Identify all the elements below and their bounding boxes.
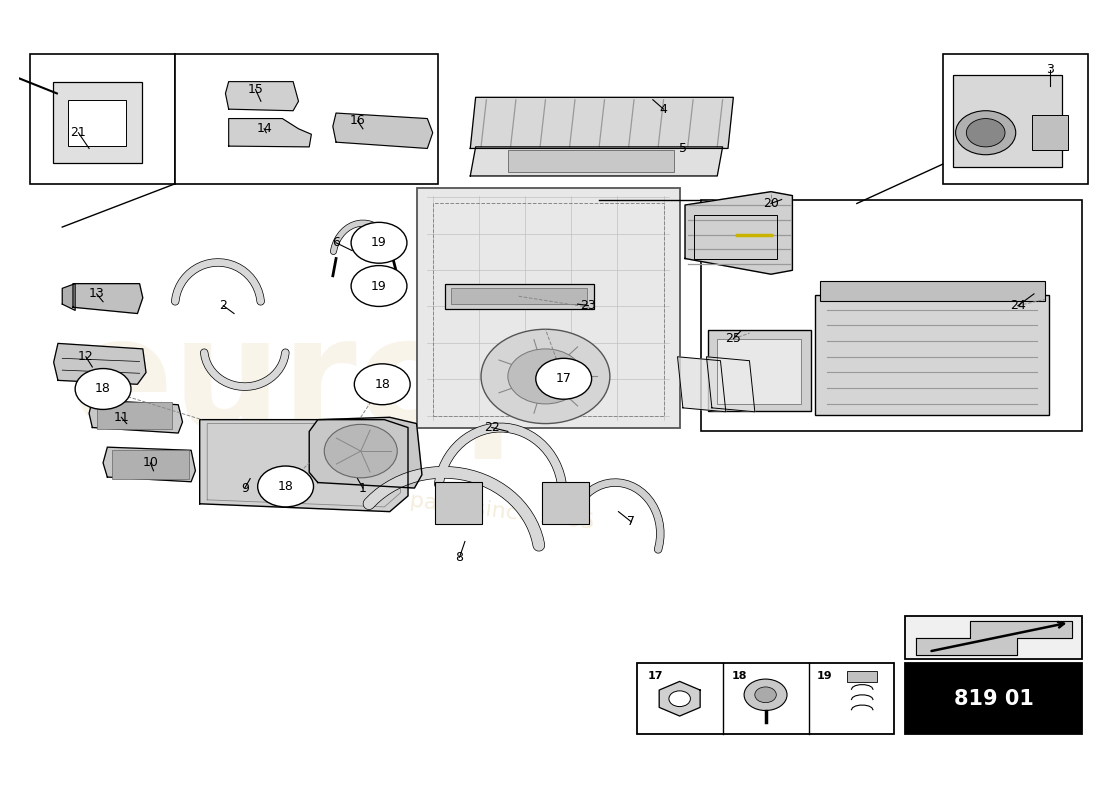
Text: 1: 1 [359,482,366,494]
Polygon shape [685,192,792,274]
FancyBboxPatch shape [821,281,1045,301]
Polygon shape [103,447,196,482]
Text: europ: europ [69,310,571,458]
FancyBboxPatch shape [111,450,189,478]
FancyBboxPatch shape [451,288,587,304]
Circle shape [481,330,609,423]
Polygon shape [54,343,146,384]
Text: 19: 19 [817,671,833,682]
Polygon shape [678,357,726,412]
Text: 17: 17 [648,671,663,682]
Polygon shape [659,682,700,716]
Circle shape [354,364,410,405]
Text: 18: 18 [374,378,390,390]
Text: 6: 6 [332,236,340,250]
FancyBboxPatch shape [444,284,594,309]
Text: 11: 11 [113,410,129,424]
FancyBboxPatch shape [30,54,175,184]
Text: 8: 8 [455,550,463,564]
FancyBboxPatch shape [508,150,674,172]
Polygon shape [309,418,422,488]
Circle shape [324,424,397,478]
FancyBboxPatch shape [954,75,1062,166]
FancyBboxPatch shape [847,671,877,682]
FancyBboxPatch shape [637,663,894,734]
Polygon shape [916,621,1071,654]
Circle shape [967,118,1005,147]
Text: 16: 16 [350,114,365,127]
FancyBboxPatch shape [905,663,1082,734]
Circle shape [351,222,407,263]
FancyBboxPatch shape [707,330,811,411]
Text: 7: 7 [627,515,636,528]
Text: 18: 18 [95,382,111,395]
Circle shape [755,687,777,702]
Text: 25: 25 [725,332,741,345]
Text: 5: 5 [679,142,686,155]
FancyBboxPatch shape [542,482,590,524]
Text: 18: 18 [277,480,294,493]
FancyBboxPatch shape [53,82,142,163]
Circle shape [508,349,583,404]
Text: 3: 3 [1046,63,1054,76]
FancyBboxPatch shape [701,199,1082,431]
Text: 19: 19 [371,279,387,293]
Circle shape [744,679,786,710]
Text: 22: 22 [484,421,499,434]
Text: 2: 2 [219,299,228,312]
Text: 17: 17 [556,372,572,386]
FancyBboxPatch shape [97,402,172,429]
FancyBboxPatch shape [815,294,1049,415]
Text: 12: 12 [78,350,94,363]
Text: 21: 21 [70,126,86,139]
Polygon shape [226,82,298,110]
Text: 13: 13 [89,287,104,300]
Polygon shape [200,420,408,512]
Text: 14: 14 [256,122,272,135]
FancyBboxPatch shape [943,54,1088,184]
Text: 15: 15 [248,83,264,96]
Circle shape [956,110,1015,154]
Polygon shape [229,118,311,147]
Text: 24: 24 [1010,299,1026,312]
Text: 18: 18 [732,671,747,682]
Polygon shape [471,98,734,149]
Text: 10: 10 [142,456,158,470]
Polygon shape [73,284,143,314]
Polygon shape [471,147,723,176]
Polygon shape [89,400,183,433]
FancyBboxPatch shape [434,482,482,524]
Polygon shape [333,113,432,149]
Circle shape [669,691,691,706]
Text: 23: 23 [581,299,596,312]
Polygon shape [706,357,755,412]
FancyBboxPatch shape [175,54,438,184]
Text: 819 01: 819 01 [954,689,1034,709]
FancyBboxPatch shape [717,339,801,404]
Circle shape [536,358,592,399]
FancyBboxPatch shape [67,100,125,146]
Text: 4: 4 [660,102,668,116]
Circle shape [351,266,407,306]
Circle shape [257,466,314,507]
FancyBboxPatch shape [905,616,1082,659]
Text: 20: 20 [763,197,779,210]
Polygon shape [63,284,75,310]
Text: a passion for parts since 1985: a passion for parts since 1985 [258,472,596,533]
FancyBboxPatch shape [417,188,680,427]
FancyBboxPatch shape [1032,115,1068,150]
Circle shape [75,369,131,410]
Text: 19: 19 [371,236,387,250]
Text: 9: 9 [241,482,249,494]
